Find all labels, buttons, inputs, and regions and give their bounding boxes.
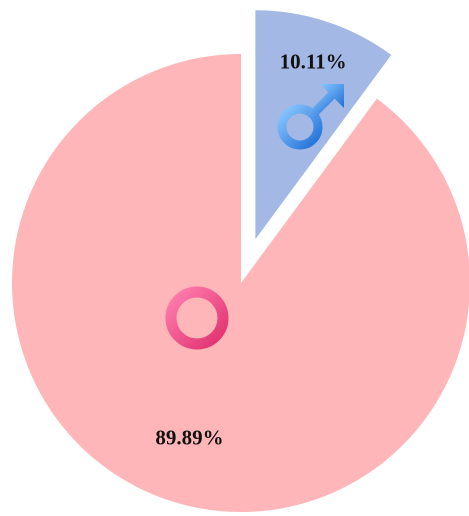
pie-slice <box>255 10 392 240</box>
female-icon <box>165 286 229 392</box>
value-label: 89.89% <box>155 426 223 450</box>
icons <box>165 84 344 392</box>
value-label: 10.11% <box>280 49 347 73</box>
pie-slice <box>12 54 469 512</box>
male-icon <box>277 84 344 150</box>
slices <box>12 10 469 512</box>
